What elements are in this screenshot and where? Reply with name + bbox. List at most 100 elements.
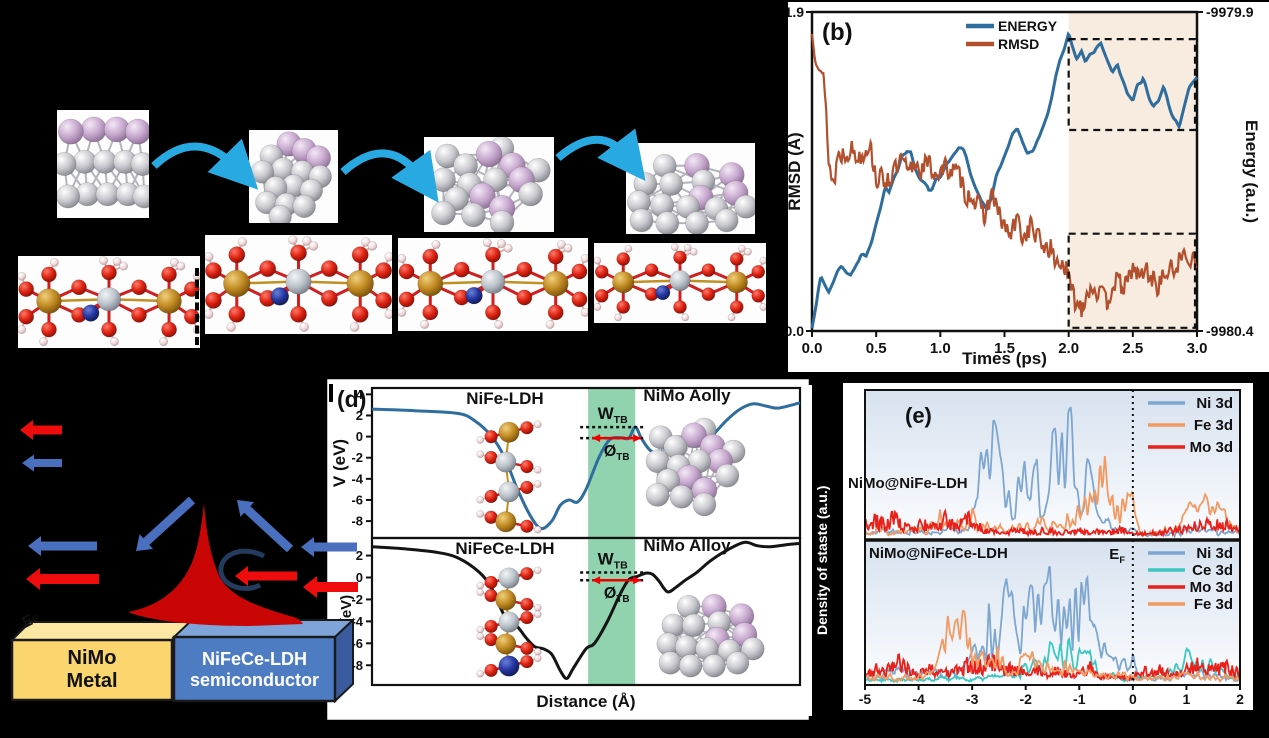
e-legend-ce-3d: Ce 3d <box>1192 562 1233 579</box>
blue-arrow-from-ldh <box>301 537 357 557</box>
e-x-tick: 0 <box>1129 691 1137 707</box>
b-ylabel-left: RMSD (Å) <box>788 132 804 210</box>
e-x-tick: -4 <box>912 691 925 707</box>
left-red-arrow-mid <box>26 568 99 590</box>
d-y-tick: 2 <box>356 408 363 423</box>
diag-blue-arrow-left <box>136 496 196 551</box>
e-x-tick: -2 <box>1019 691 1032 707</box>
seq-arrow-3 <box>555 128 646 182</box>
ldh-snapshot-2 <box>205 235 392 334</box>
d-alloy-label-2: NiMo Alloy <box>643 536 731 555</box>
e-series-2-ce-3d <box>864 636 1241 684</box>
e-sub1-label: NiMo@NiFe-LDH <box>848 475 968 492</box>
d-ylabel-partial: (eV) <box>338 595 355 623</box>
e-x-tick: -3 <box>966 691 979 707</box>
electron-hook-arrow <box>218 548 266 591</box>
b-x-tick: 3.0 <box>1187 340 1208 357</box>
ldh-snapshot-3 <box>398 238 588 331</box>
seq-arrow-1 <box>151 138 259 190</box>
d-xlabel: Distance (Å) <box>536 692 635 711</box>
left-blue-arrow-top <box>22 454 62 472</box>
nimo-metal-block-label: NiMo Metal <box>14 642 170 698</box>
d-y-tick: -2 <box>351 592 363 607</box>
e-x-tick: -5 <box>859 691 872 707</box>
b-left-tick: 1.9 <box>788 4 804 20</box>
e-legend-fe-3d: Fe 3d <box>1194 417 1233 434</box>
d-y-tick: -6 <box>351 492 363 507</box>
e-x-tick: -1 <box>1073 691 1086 707</box>
nimo-metal-line2: Metal <box>66 670 118 692</box>
e-legend-mo-3d: Mo 3d <box>1190 439 1233 456</box>
d-y-tick: 2 <box>356 548 363 563</box>
d-y-tick: 0 <box>356 429 363 444</box>
e-legend-mo-3d: Mo 3d <box>1190 579 1233 596</box>
e-series-2-fe-3d <box>864 609 1241 684</box>
e-legend-ni-3d: Ni 3d <box>1196 545 1233 562</box>
panel-d-edge-strip <box>808 385 812 716</box>
e-sub2-label: NiMo@NiFeCe-LDH <box>869 545 1008 562</box>
b-x-tick: 1.0 <box>930 340 951 357</box>
b-right-tick: -9979.9 <box>1206 4 1254 20</box>
sequence-arrows <box>151 128 646 203</box>
panel-d-label: (d) <box>337 386 366 412</box>
ldh-snapshot-4 <box>594 243 766 323</box>
b-x-tick: 0.5 <box>866 340 887 357</box>
b-left-tick: 0.0 <box>788 323 804 339</box>
d-y-tick: 0 <box>356 570 363 585</box>
d-ldh-label-1: NiFe-LDH <box>466 389 543 408</box>
e-x-tick: 1 <box>1183 691 1191 707</box>
seq-arrow-2 <box>340 149 439 203</box>
nimo-metal-line1: NiMo <box>67 647 117 669</box>
b-legend-energy: ENERGY <box>998 18 1058 34</box>
panel-b-md-plot: 0.0 0.5 1.0 1.5 2.0 2.5 3.0 1.9 0.0 -9979.9 -9980.… <box>788 2 1269 372</box>
b-x-tick: 2.5 <box>1122 340 1143 357</box>
red-arrow-from-ldh <box>303 576 358 598</box>
d-ylabel: V (eV) <box>330 439 349 487</box>
red-arrow-over-spike <box>235 566 297 586</box>
e-legend-fe-3d: Fe 3d <box>1194 596 1233 613</box>
d-y-tick: -4 <box>351 471 363 486</box>
charge-transfer-schematic <box>9 420 358 704</box>
nifece-ldh-line2: semiconductor <box>189 670 320 690</box>
d-alloy-label-1: NiMo Aolly <box>643 386 731 405</box>
nimo-block-front <box>10 638 174 702</box>
d-y-tick: -8 <box>351 514 363 529</box>
diag-blue-arrow-right <box>237 500 294 553</box>
d-y-tick: -6 <box>351 636 363 651</box>
left-blue-arrow-mid <box>28 536 97 556</box>
nimo-cluster-snapshot-2 <box>249 130 338 223</box>
b-ylabel-right: Energy (a.u.) <box>1242 120 1261 223</box>
d-y-tick: -4 <box>351 614 363 629</box>
d-ldh-label-2: NiFeCe-LDH <box>455 539 554 558</box>
panel-b-label: (b) <box>822 19 853 46</box>
b-x-tick: 2.0 <box>1058 340 1079 357</box>
b-legend-rmsd: RMSD <box>998 36 1039 52</box>
panel-e-label: (e) <box>905 403 932 428</box>
b-x-tick: 1.5 <box>994 340 1015 357</box>
ldh-snapshot-1 <box>18 256 200 348</box>
b-series-energy <box>810 31 1199 329</box>
nifece-ldh-line1: NiFeCe-LDH <box>201 649 307 670</box>
d-y-tick: -8 <box>351 658 363 673</box>
e-x-tick: 2 <box>1236 691 1244 707</box>
b-dashed-box-1 <box>1067 38 1197 132</box>
b-series-rmsd <box>810 33 1198 318</box>
e-series-1-fe-3d <box>864 455 1241 538</box>
b-x-tick: 0.0 <box>802 340 823 357</box>
left-red-arrow-top <box>20 420 62 440</box>
dashed-divider <box>195 268 199 345</box>
dos-y-axis-label: Density of staste (a.u.) <box>814 485 830 635</box>
nifece-ldh-block-label: NiFeCe-LDH semiconductor <box>176 640 333 700</box>
d-y-tick: -2 <box>351 450 363 465</box>
nimo-cluster-snapshot-1 <box>57 110 149 218</box>
barrier-spike <box>128 503 303 626</box>
ldh-block-front <box>172 635 337 703</box>
b-right-tick: -9980.4 <box>1206 323 1254 339</box>
d-y-tick: 4 <box>356 387 364 402</box>
e-series-1-mo-3d <box>864 508 1241 538</box>
nimo-cluster-snapshot-4 <box>626 143 755 234</box>
b-dashed-box-2 <box>1067 232 1197 329</box>
